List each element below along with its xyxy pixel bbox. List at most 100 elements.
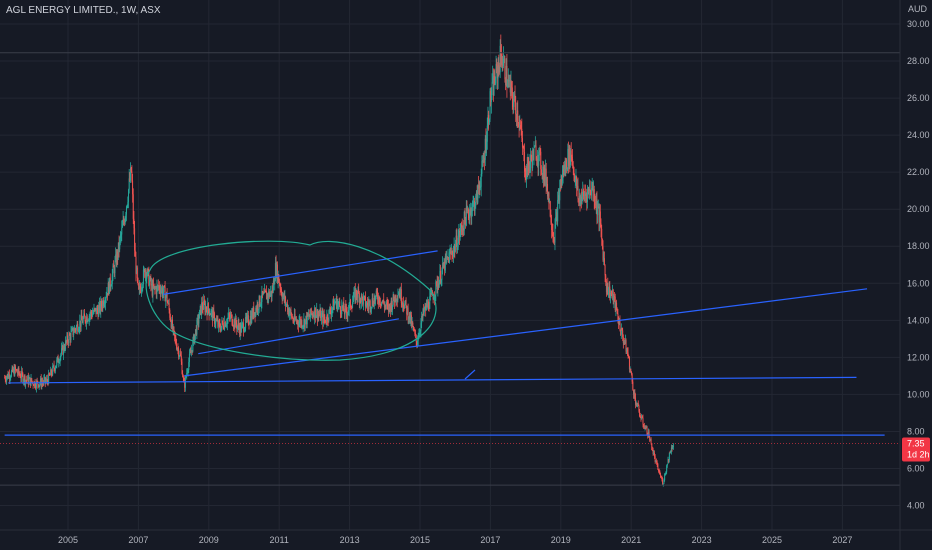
candle-body xyxy=(247,315,249,317)
candle-body xyxy=(415,335,417,342)
candle-body xyxy=(633,392,635,395)
candle-body xyxy=(52,365,54,375)
candle-body xyxy=(351,307,353,309)
candle-body xyxy=(519,125,521,129)
candle-body xyxy=(286,304,288,306)
candle-body xyxy=(549,201,551,204)
candle-body xyxy=(264,289,266,292)
y-tick-label: 8.00 xyxy=(907,426,925,436)
candle-body xyxy=(128,189,130,203)
price-tag-countdown: 1d 2h xyxy=(907,449,930,459)
candle-body xyxy=(579,196,581,205)
candle-body xyxy=(8,374,10,379)
candle-body xyxy=(94,308,96,310)
candle-body xyxy=(451,251,453,255)
candle-body xyxy=(541,172,543,175)
candle-body xyxy=(170,321,172,328)
y-tick-label: 10.00 xyxy=(907,389,930,399)
candle-body xyxy=(330,312,332,315)
candle-body xyxy=(602,246,604,261)
candle-body xyxy=(427,301,429,309)
trendline xyxy=(184,288,868,377)
candle-body xyxy=(411,322,413,326)
candle-body xyxy=(19,374,21,378)
candle-body xyxy=(262,292,264,295)
candle-body xyxy=(641,417,643,419)
candle-body xyxy=(401,302,403,305)
candle-body xyxy=(505,79,507,86)
candle-body xyxy=(446,256,448,259)
candle-body xyxy=(528,157,530,166)
candle-body xyxy=(454,245,456,252)
candle-body xyxy=(239,327,241,335)
candle-body xyxy=(645,426,647,429)
candle-body xyxy=(562,169,564,176)
candle-body xyxy=(661,477,663,480)
candle-body xyxy=(672,446,674,449)
candle-body xyxy=(495,64,497,84)
candle-body xyxy=(97,310,99,317)
candle-body xyxy=(643,424,645,427)
candle-body xyxy=(291,313,293,318)
candle-body xyxy=(480,186,482,188)
candle-body xyxy=(642,417,644,425)
candle-body xyxy=(498,66,500,73)
candle-body xyxy=(186,371,188,373)
candle-body xyxy=(576,177,578,189)
candle-body xyxy=(445,256,447,259)
candle-body xyxy=(192,340,194,352)
candle-body xyxy=(536,158,538,161)
candle-body xyxy=(252,307,254,318)
candle-body xyxy=(625,340,627,352)
candle-body xyxy=(54,368,56,371)
candle-body xyxy=(191,350,193,352)
candle-body xyxy=(240,325,242,333)
candle-body xyxy=(530,155,532,160)
candle-body xyxy=(627,352,629,357)
candle-body xyxy=(365,305,367,307)
candle-body xyxy=(392,294,394,306)
candle-body xyxy=(568,148,570,166)
candle-body xyxy=(345,305,347,308)
candle-body xyxy=(582,190,584,193)
candle-body xyxy=(350,299,352,308)
candle-body xyxy=(144,270,146,277)
candle-body xyxy=(193,335,195,341)
candle-body xyxy=(615,302,617,311)
candle-body xyxy=(251,311,253,318)
channel-highlight-ellipse xyxy=(145,240,437,361)
candle-body xyxy=(199,305,201,310)
candle-body xyxy=(163,286,165,288)
candle-body xyxy=(595,203,597,206)
candle-body xyxy=(553,237,555,241)
candle-body xyxy=(306,313,308,325)
candle-body xyxy=(278,282,280,285)
candle-body xyxy=(361,294,363,298)
candle-body xyxy=(121,225,123,228)
candle-body xyxy=(104,303,106,305)
x-tick-label: 2007 xyxy=(128,535,148,545)
candle-body xyxy=(513,94,515,101)
candle-body xyxy=(211,310,213,312)
candle-body xyxy=(149,280,151,286)
candle-body xyxy=(405,299,407,306)
candle-body xyxy=(115,254,117,261)
y-tick-label: 4.00 xyxy=(907,501,925,511)
candle-body xyxy=(160,290,162,294)
candle-body xyxy=(389,306,391,312)
candle-body xyxy=(107,293,109,296)
candle-body xyxy=(501,54,503,66)
candle-body xyxy=(542,166,544,181)
price-tag xyxy=(902,437,930,462)
candle-body xyxy=(188,362,190,370)
candle-body xyxy=(640,417,642,419)
candle-body xyxy=(485,138,487,151)
candle-body xyxy=(526,166,528,176)
candle-body xyxy=(658,471,660,472)
candle-body xyxy=(38,384,40,388)
candle-body xyxy=(81,315,83,321)
candle-body xyxy=(182,373,184,377)
candle-body xyxy=(94,308,96,309)
candle-body xyxy=(364,296,366,297)
